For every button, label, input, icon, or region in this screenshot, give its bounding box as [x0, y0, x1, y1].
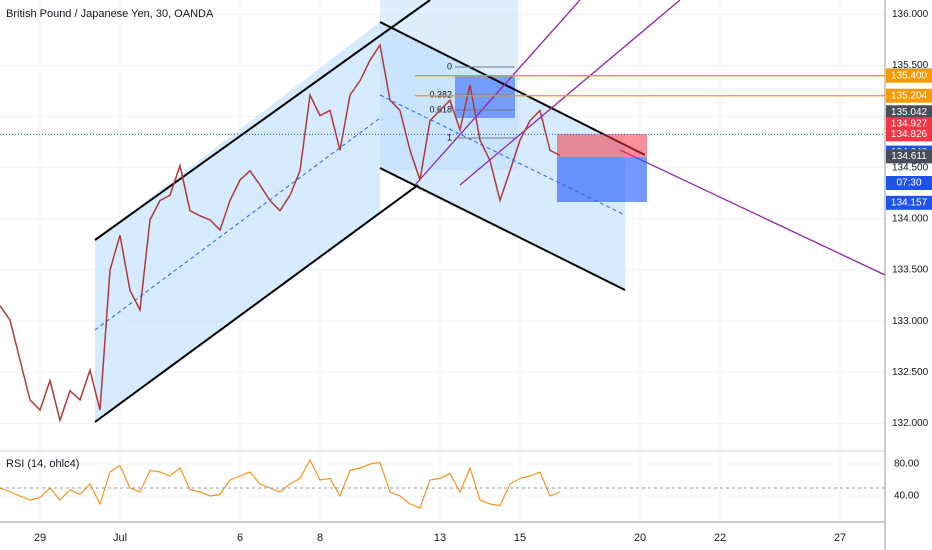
countdown-box — [886, 176, 932, 190]
y-tick-label: 132.000 — [892, 418, 929, 429]
y-tick-label: 132.500 — [892, 367, 929, 378]
price-label: 134.157 — [891, 197, 928, 208]
price-label-box — [886, 105, 932, 120]
plot — [0, 43, 885, 509]
trend-line — [414, 0, 581, 186]
countdown: 07:30 — [896, 178, 921, 189]
rsi-tick-label: 40.00 — [894, 491, 919, 502]
y-tick-label: 134.500 — [892, 162, 929, 173]
x-tick-label: 6 — [237, 532, 243, 544]
stop-zone — [557, 134, 647, 157]
price-label-box — [886, 88, 932, 103]
price-label: 134.927 — [891, 119, 928, 130]
y-tick-label: 133.500 — [892, 265, 929, 276]
price-label: 134.826 — [891, 129, 928, 140]
chart-title: British Pound / Japanese Yen, 30, OANDA — [6, 8, 214, 20]
channel-line — [94, 0, 431, 241]
y-tick-label: 135.500 — [892, 60, 929, 71]
price-label-box — [886, 68, 932, 83]
fib-label: 1 — [447, 132, 452, 142]
channel-line — [379, 21, 646, 156]
fib-label: 0 — [447, 61, 452, 71]
target-zone — [557, 157, 647, 202]
fib-label: 0.382 — [429, 89, 452, 99]
price-label-box — [886, 195, 932, 210]
price-label: 135.204 — [891, 90, 928, 101]
y-tick-label: 136.000 — [892, 9, 929, 20]
price-label: 134.611 — [891, 151, 927, 162]
price-label: 135.400 — [891, 70, 928, 81]
trend-line — [619, 149, 886, 276]
trend-line — [459, 0, 681, 186]
x-tick-label: 29 — [34, 532, 46, 544]
x-tick-label: 13 — [434, 532, 446, 544]
x-tick-label: 22 — [714, 532, 726, 544]
price-label: 135.042 — [891, 107, 928, 118]
rsi-line — [0, 458, 561, 509]
y-tick-label: 133.000 — [892, 316, 929, 327]
x-tick-label: 8 — [317, 532, 323, 544]
x-tick-label: 27 — [834, 532, 846, 544]
rsi-tick-label: 80.00 — [894, 459, 919, 470]
y-tick-label: 134.000 — [892, 214, 929, 225]
channel-line — [94, 184, 419, 423]
channel-fill — [95, 22, 380, 422]
x-tick-label: 15 — [514, 532, 526, 544]
price-line — [0, 43, 561, 423]
price-label-box — [886, 127, 932, 142]
price-label-box — [886, 149, 932, 164]
rsi-title: RSI (14, ohlc4) — [6, 458, 79, 470]
channel-mid — [94, 117, 381, 331]
channel-line — [379, 167, 626, 291]
x-tick-label: 20 — [634, 532, 646, 544]
x-tick-label: Jul — [113, 532, 127, 544]
